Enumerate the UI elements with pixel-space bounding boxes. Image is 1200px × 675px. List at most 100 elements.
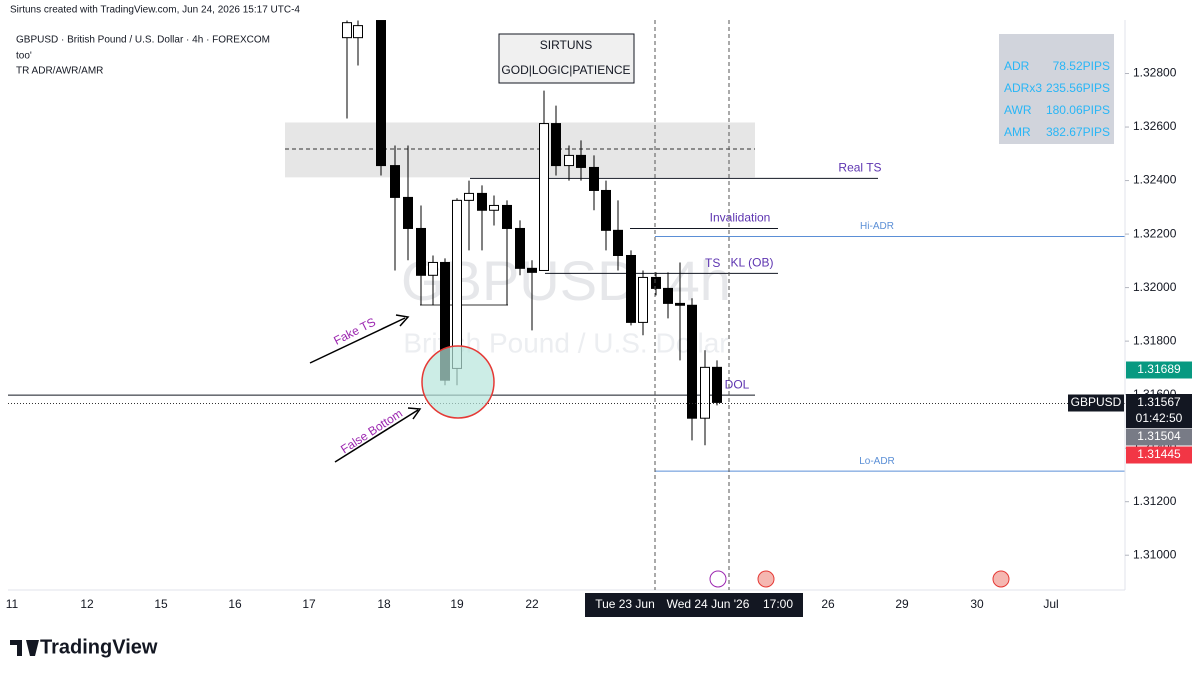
logo-icon — [10, 640, 39, 656]
crosshair-label — [585, 593, 803, 617]
event-icon — [992, 570, 1010, 588]
symbol-label: GBPUSD — [1071, 395, 1122, 409]
candle-body — [712, 366, 722, 403]
level-label: Real TS — [838, 161, 881, 175]
x-tick-label: 11 — [6, 597, 19, 611]
candle-body — [700, 366, 710, 419]
price-label-box — [1126, 446, 1192, 464]
brand-box — [498, 33, 635, 84]
level-label: Hi-ADR — [860, 221, 894, 232]
x-tick-label: 30 — [970, 597, 984, 611]
arrow — [334, 409, 419, 463]
x-tick-label: 29 — [895, 597, 909, 611]
price-label-box — [1126, 361, 1192, 379]
x-tick-label: Jul — [1043, 597, 1058, 611]
candle-body — [675, 302, 685, 306]
candle-body — [376, 20, 386, 167]
y-tick-label: 1.31800 — [1133, 333, 1177, 347]
candle-body — [564, 154, 574, 167]
indicator: TR ADR/AWR/AMR — [16, 66, 103, 77]
adr-name: AMR — [1004, 125, 1031, 139]
candle-body — [390, 165, 400, 198]
candle-body — [353, 25, 363, 39]
y-tick-label: 1.31200 — [1133, 494, 1177, 508]
price-label: 1.31567 — [1137, 395, 1181, 409]
adr-value: 180.06PIPS — [1046, 103, 1110, 117]
candle-body — [651, 276, 661, 289]
x-tick-label: 19 — [450, 597, 464, 611]
level-label: Lo-ADR — [859, 456, 895, 467]
ts-label: TS — [705, 256, 720, 270]
y-tick-label: 1.32000 — [1133, 280, 1177, 294]
y-tick-label: 1.32200 — [1133, 226, 1177, 240]
event-icon — [709, 570, 727, 588]
level-label: KL (OB) — [731, 256, 774, 270]
x-tick-label: 12 — [80, 597, 94, 611]
level-label: DOL — [725, 377, 750, 391]
candle-body — [638, 276, 648, 323]
candle-body — [428, 261, 438, 276]
brand-title: SIRTUNS — [540, 38, 592, 52]
crosshair-date: Wed 24 Jun '26 — [667, 597, 750, 611]
adr-name: ADR — [1004, 59, 1030, 73]
x-tick-label: 26 — [821, 597, 835, 611]
countdown: 01:42:50 — [1136, 411, 1183, 425]
adr-name: AWR — [1004, 103, 1032, 117]
zone — [285, 122, 755, 178]
note: too' — [16, 51, 32, 62]
candle-body — [601, 189, 611, 231]
candle-body — [576, 154, 586, 168]
candle-body — [515, 227, 525, 269]
adr-table — [999, 34, 1114, 144]
adr-value: 235.56PIPS — [1046, 81, 1110, 95]
price-label: 1.31689 — [1137, 362, 1181, 376]
price-label-box — [1126, 394, 1192, 428]
candle-body — [403, 196, 413, 229]
candle-body — [613, 229, 623, 256]
x-tick-label: 15 — [154, 597, 168, 611]
price-label-box — [1126, 428, 1192, 446]
event-icon — [757, 570, 775, 588]
crosshair-date: Tue 23 Jun — [595, 597, 655, 611]
crosshair-time: 17:00 — [763, 597, 793, 611]
price-label: 1.31445 — [1137, 447, 1181, 461]
y-tick-label: 1.31000 — [1133, 547, 1177, 561]
watermark: GBPUSD, 4h — [401, 249, 731, 312]
y-tick-label: 1.32800 — [1133, 66, 1177, 80]
candle-body — [663, 287, 673, 304]
candle-body — [626, 254, 636, 323]
false-bottom-circle — [421, 345, 495, 419]
symbol-label-box — [1068, 394, 1124, 412]
candle-body — [539, 123, 549, 271]
symbol: GBPUSD · British Pound / U.S. Dollar · 4… — [16, 35, 270, 46]
candle-body — [502, 204, 512, 229]
candle-body — [589, 166, 599, 191]
price-label: 1.31504 — [1137, 429, 1181, 443]
y-tick-label: 1.32600 — [1133, 119, 1177, 133]
arrow-head — [395, 314, 410, 327]
candle-body — [527, 267, 537, 273]
candle-body — [477, 192, 487, 211]
candle-body — [489, 204, 499, 211]
credit: Sirtuns created with TradingView.com, Ju… — [10, 5, 300, 16]
candle-body — [464, 192, 474, 201]
candle-body — [551, 123, 561, 167]
brand-motto: GOD|LOGIC|PATIENCE — [501, 63, 630, 77]
candle-body — [416, 227, 426, 276]
candle-body — [687, 304, 697, 419]
x-tick-label: 18 — [377, 597, 391, 611]
adr-name: ADRx3 — [1004, 81, 1042, 95]
x-tick-label: 22 — [525, 597, 539, 611]
candle-body — [452, 199, 462, 369]
arrow — [309, 317, 406, 364]
arrow-head — [407, 407, 422, 420]
x-tick-label: 17 — [302, 597, 316, 611]
x-tick-label: 16 — [228, 597, 242, 611]
level-label: Invalidation — [710, 211, 771, 225]
logo: TradingView — [40, 636, 158, 658]
y-tick-label: 1.32400 — [1133, 173, 1177, 187]
candle-body — [342, 22, 352, 39]
adr-value: 78.52PIPS — [1053, 59, 1110, 73]
